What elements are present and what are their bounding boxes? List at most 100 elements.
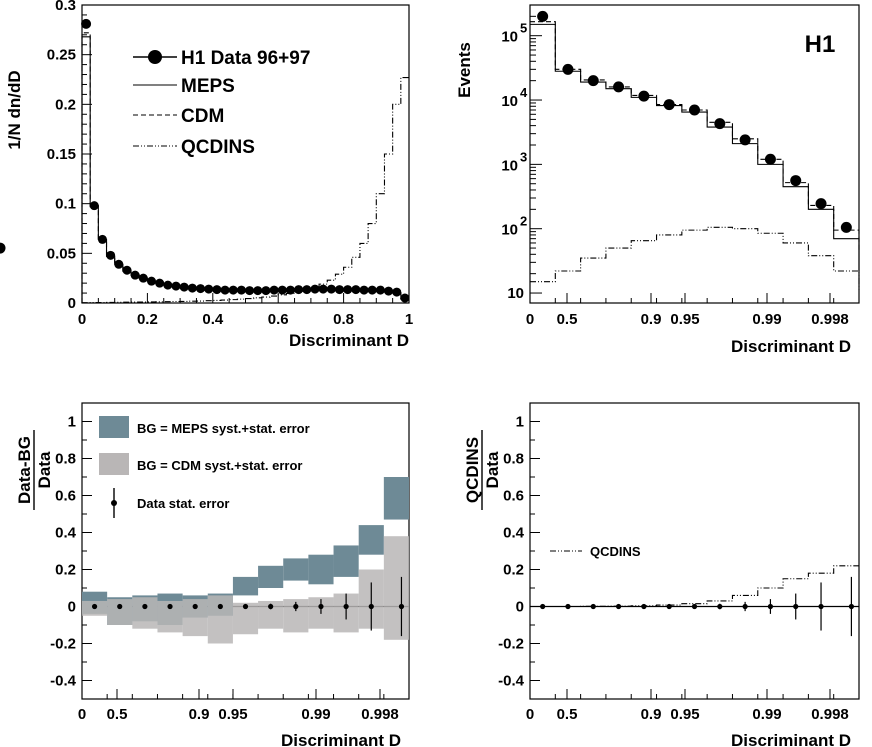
series-line-cdm — [530, 21, 860, 252]
data-point — [192, 603, 198, 610]
y-tick-label: 10 — [501, 222, 518, 239]
data-point — [142, 603, 148, 610]
legend-label: QCDINS — [590, 544, 641, 559]
x-tick-label: 0.998 — [811, 311, 849, 328]
data-point — [228, 285, 238, 295]
data-point — [268, 603, 274, 610]
data-point — [130, 270, 140, 280]
data-point — [392, 287, 402, 297]
data-point — [293, 603, 299, 610]
data-point — [540, 603, 546, 610]
legend-swatch-meps — [99, 416, 129, 438]
data-point — [117, 603, 123, 610]
data-point — [89, 201, 99, 211]
error-band-meps — [383, 477, 409, 520]
x-tick-label: 0.5 — [557, 706, 578, 723]
data-point — [590, 603, 596, 610]
y-axis-title-top-right: Events — [455, 42, 474, 98]
data-point — [167, 603, 173, 610]
data-point — [615, 603, 622, 610]
y-tick-label: 0.2 — [503, 562, 524, 579]
y-tick-label: 0 — [516, 599, 524, 616]
error-band-meps — [283, 558, 309, 581]
legend-label: CDM — [181, 106, 224, 127]
y-tick-exponent: 3 — [520, 149, 527, 164]
data-point — [212, 285, 222, 295]
data-point — [310, 284, 320, 294]
data-point — [641, 603, 647, 610]
data-point — [269, 285, 279, 295]
data-point — [114, 259, 124, 269]
x-tick-label: 0.9 — [641, 311, 662, 328]
data-point — [302, 285, 312, 295]
error-band-meps — [258, 565, 284, 588]
legend-swatch-cdm — [99, 453, 129, 475]
data-point — [97, 234, 107, 244]
error-band-cdm — [107, 599, 133, 625]
x-axis-title-bottom-right: Discriminant D — [731, 731, 851, 747]
x-tick-label: 0.6 — [268, 311, 289, 328]
legend-label: H1 Data 96+97 — [181, 48, 310, 69]
series-line-qcdins — [530, 565, 859, 608]
data-point — [122, 265, 132, 275]
x-tick-label: 0.99 — [752, 311, 781, 328]
data-point — [663, 99, 675, 111]
y-tick-label: 0.25 — [47, 47, 76, 64]
data-point — [187, 283, 197, 293]
data-point — [587, 75, 599, 87]
data-point — [400, 293, 410, 303]
y-tick-label: -0.4 — [50, 673, 77, 690]
y-axis-title-numerator-bottom-right: QCDINS — [463, 437, 482, 503]
data-point — [335, 285, 345, 295]
x-tick-label: 0.998 — [361, 706, 399, 723]
data-point — [565, 603, 571, 610]
data-point — [790, 175, 802, 187]
data-point — [217, 603, 223, 610]
error-band-meps — [308, 554, 334, 585]
y-tick-label: 10 — [501, 93, 518, 110]
y-tick-label: 0.1 — [55, 196, 76, 213]
error-band-meps — [232, 576, 259, 596]
data-point — [367, 285, 377, 295]
x-tick-label: 0 — [526, 311, 534, 328]
data-point — [318, 603, 324, 610]
legend-label: Data stat. error — [137, 496, 229, 511]
error-band-meps — [358, 525, 384, 555]
data-point — [179, 282, 189, 292]
data-point — [106, 250, 116, 260]
data-point — [294, 285, 304, 295]
series-line-cdm — [81, 32, 409, 303]
data-point — [742, 603, 748, 610]
y-tick-label: 1 — [516, 414, 524, 431]
series-line-meps — [530, 23, 860, 272]
y-tick-exponent: 5 — [520, 21, 527, 36]
y-tick-label: 0.15 — [47, 146, 76, 163]
data-point — [714, 118, 726, 130]
legend-marker — [111, 500, 117, 506]
data-point — [277, 285, 287, 295]
data-point — [242, 603, 249, 610]
x-tick-label: 0.9 — [641, 706, 662, 723]
y-tick-exponent: 2 — [520, 214, 527, 229]
x-tick-label: 0.95 — [670, 311, 699, 328]
y-tick-label: 10 — [507, 285, 524, 302]
y-axis-title-top-left: 1/N dn/dD — [5, 70, 24, 149]
data-point — [818, 603, 824, 610]
data-point — [163, 280, 173, 290]
data-point — [285, 285, 295, 295]
data-point — [91, 603, 98, 610]
x-tick-label: 0.95 — [218, 706, 247, 723]
data-point — [767, 603, 774, 610]
y-tick-label: 0.2 — [55, 96, 76, 113]
y-tick-exponent: 4 — [520, 85, 528, 100]
data-point — [0, 242, 6, 254]
series-line-qcdins — [81, 76, 409, 304]
error-band-meps — [333, 545, 359, 577]
data-point — [689, 104, 700, 116]
data-point — [171, 281, 181, 291]
data-point — [236, 285, 246, 295]
y-tick-label: 0.05 — [47, 245, 76, 262]
data-point — [537, 10, 549, 22]
data-point — [368, 603, 374, 610]
y-tick-label: -0.2 — [50, 636, 76, 653]
